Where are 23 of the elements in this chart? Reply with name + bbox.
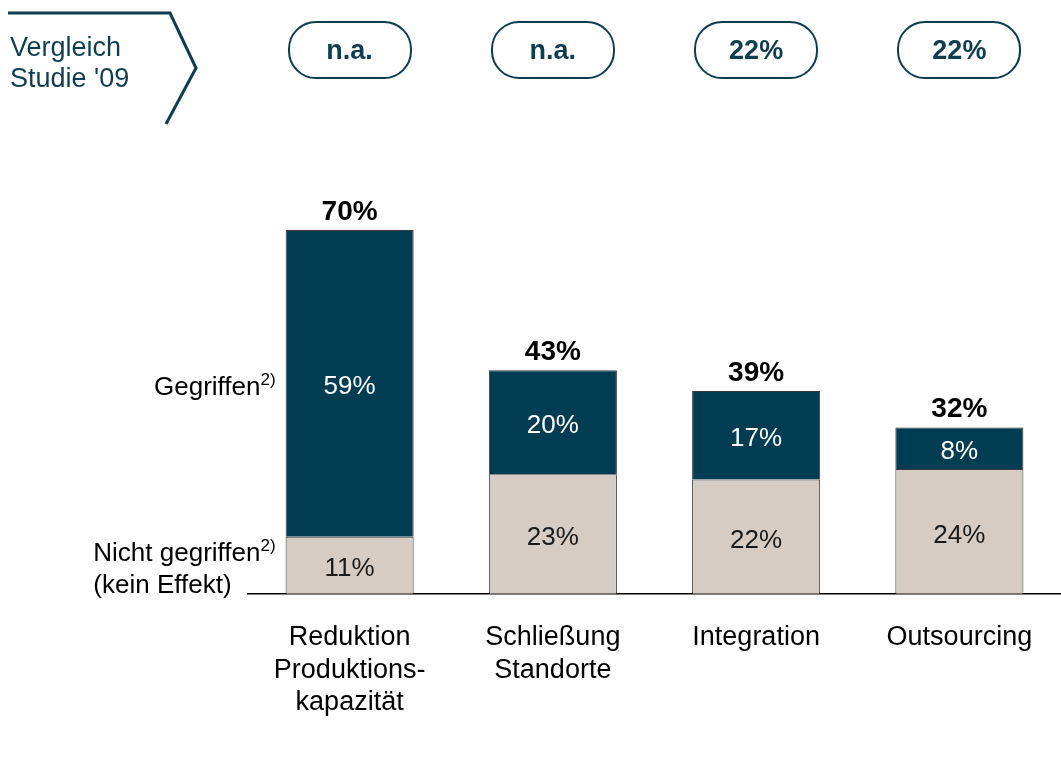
total-label: 32% xyxy=(931,392,988,424)
data-label: 8% xyxy=(940,435,979,466)
pill-label: 22% xyxy=(694,21,819,79)
pill-label: 22% xyxy=(897,21,1022,79)
total-label: 70% xyxy=(321,194,378,226)
text: Nicht gegriffen$^{2)}$ (kein Effekt) xyxy=(93,536,276,600)
data-label: 22% xyxy=(730,523,783,554)
pill-label: n.a. xyxy=(490,21,615,79)
data-label: 24% xyxy=(933,518,986,549)
x-tick-label: Outsourcing xyxy=(886,621,1033,652)
total-label: 43% xyxy=(524,335,581,367)
data-label: 17% xyxy=(730,422,783,453)
data-label: 11% xyxy=(324,552,375,583)
x-tick-label: Integration xyxy=(692,621,820,652)
data-label: 59% xyxy=(323,370,376,401)
total-label: 39% xyxy=(728,355,785,387)
pill-label: n.a. xyxy=(287,21,412,79)
x-tick-label: Schließung Standorte xyxy=(485,621,621,684)
series-label: Gegriffen$^{2)}$ xyxy=(154,369,276,403)
text: Vergleich Studie '09 xyxy=(10,32,131,94)
data-label: 20% xyxy=(526,409,579,440)
x-tick-label: Reduktion Produktions- kapazität xyxy=(273,621,426,717)
data-label: 23% xyxy=(526,521,579,552)
